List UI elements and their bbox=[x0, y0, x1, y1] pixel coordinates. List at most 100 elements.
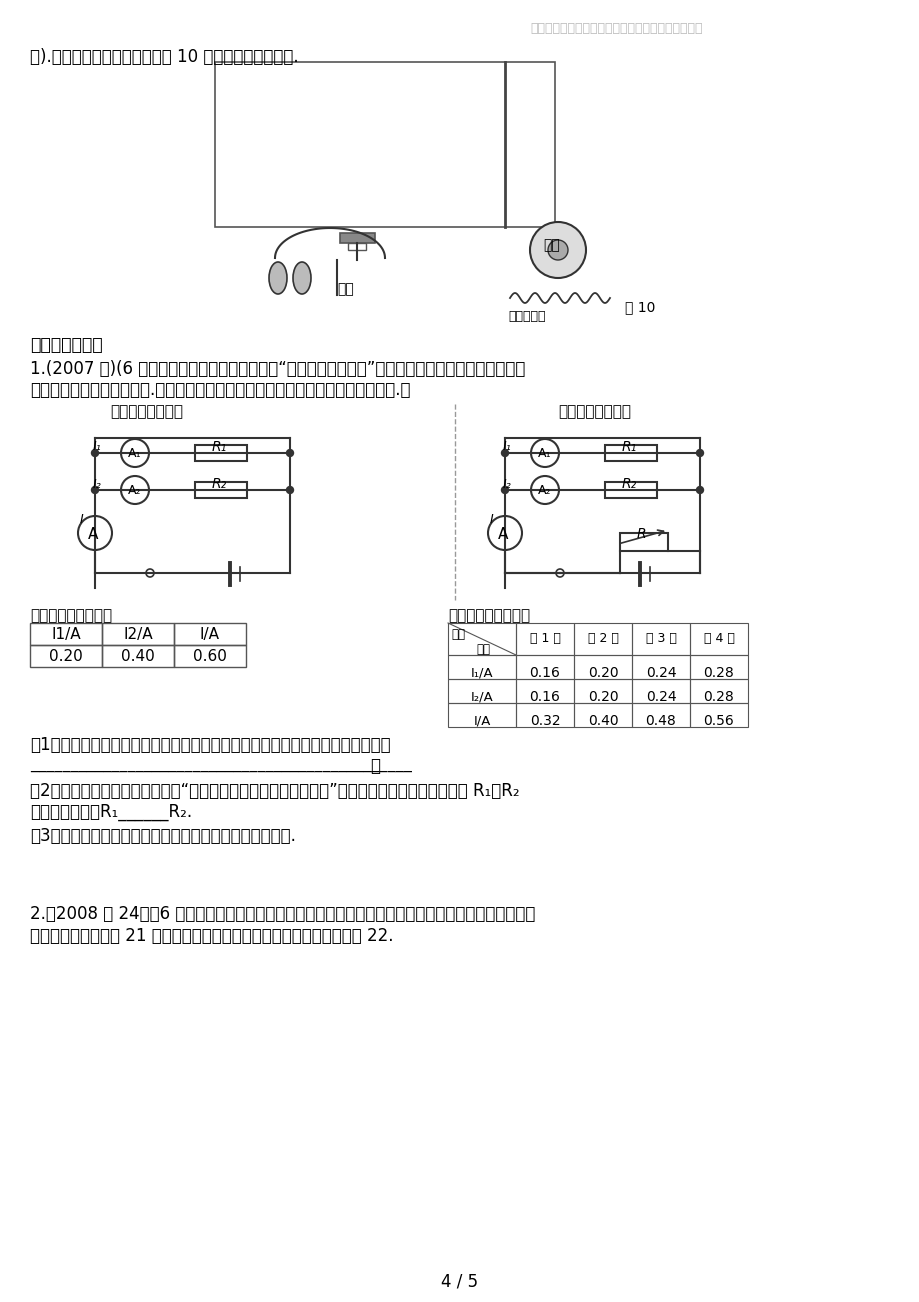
Circle shape bbox=[529, 223, 585, 279]
Circle shape bbox=[146, 569, 153, 577]
Text: 0.48: 0.48 bbox=[645, 713, 675, 728]
Text: 螺旋金属管: 螺旋金属管 bbox=[507, 310, 545, 323]
Text: 4 / 5: 4 / 5 bbox=[441, 1272, 478, 1290]
Text: A₁: A₁ bbox=[538, 447, 550, 460]
Text: （3）分别指出小芳、小明的实验设计各有哪些可改进之处.: （3）分别指出小芳、小明的实验设计各有哪些可改进之处. bbox=[30, 827, 296, 845]
Text: R₂: R₂ bbox=[211, 477, 227, 491]
Bar bbox=[689, 622, 747, 655]
Text: I: I bbox=[490, 513, 494, 526]
Text: 第 1 次: 第 1 次 bbox=[529, 631, 560, 644]
Bar bbox=[631, 680, 689, 703]
Text: 小明的实验数据记录: 小明的实验数据记录 bbox=[448, 608, 529, 622]
Bar bbox=[573, 680, 631, 703]
Text: 0.24: 0.24 bbox=[645, 690, 675, 704]
Circle shape bbox=[78, 516, 112, 549]
Text: 0.28: 0.28 bbox=[703, 667, 733, 680]
Circle shape bbox=[530, 477, 559, 504]
Bar bbox=[516, 703, 573, 727]
Bar bbox=[516, 655, 573, 680]
Text: 1.(2007 年)(6 分）小芳和小明分别设计了探究“并联电路电流规律”的实验，他们各自设计的实验电路: 1.(2007 年)(6 分）小芳和小明分别设计了探究“并联电路电流规律”的实验… bbox=[30, 359, 525, 378]
Text: 0.32: 0.32 bbox=[529, 713, 560, 728]
Ellipse shape bbox=[268, 262, 287, 294]
Circle shape bbox=[555, 569, 563, 577]
Bar bbox=[689, 655, 747, 680]
Text: 0.20: 0.20 bbox=[587, 667, 618, 680]
Circle shape bbox=[121, 439, 149, 467]
Text: A₂: A₂ bbox=[538, 484, 550, 497]
Text: 第 4 次: 第 4 次 bbox=[703, 631, 733, 644]
Circle shape bbox=[91, 449, 98, 457]
Circle shape bbox=[530, 439, 559, 467]
Text: 的大小关系是：R₁______R₂.: 的大小关系是：R₁______R₂. bbox=[30, 803, 192, 822]
Bar bbox=[516, 622, 573, 655]
Text: 小明的实验电路图: 小明的实验电路图 bbox=[558, 404, 630, 419]
Bar bbox=[448, 703, 516, 727]
Circle shape bbox=[121, 477, 149, 504]
Text: 0.20: 0.20 bbox=[49, 648, 83, 664]
Text: I₂: I₂ bbox=[93, 478, 102, 491]
Text: 鐵棒: 鐵棒 bbox=[336, 283, 354, 296]
Text: 三、实验探究题: 三、实验探究题 bbox=[30, 336, 103, 354]
Bar bbox=[605, 482, 656, 497]
Bar bbox=[516, 680, 573, 703]
Bar bbox=[174, 622, 245, 644]
Bar bbox=[30, 622, 102, 644]
Text: 电流: 电流 bbox=[475, 643, 490, 656]
Bar bbox=[573, 655, 631, 680]
Circle shape bbox=[501, 487, 508, 493]
Text: 0.24: 0.24 bbox=[645, 667, 675, 680]
Text: A₁: A₁ bbox=[128, 447, 142, 460]
Bar bbox=[102, 644, 174, 667]
Text: _______________________________________________: ________________________________________… bbox=[30, 756, 412, 772]
Text: I/A: I/A bbox=[472, 713, 490, 727]
Text: 第 2 次: 第 2 次 bbox=[587, 631, 618, 644]
Text: 示).并根据你猜想的电路图把图 10 中的实物图连接完整.: 示).并根据你猜想的电路图把图 10 中的实物图连接完整. bbox=[30, 48, 299, 66]
Circle shape bbox=[286, 449, 293, 457]
Text: R₁: R₁ bbox=[211, 440, 227, 454]
Text: 。: 。 bbox=[369, 756, 380, 775]
Text: A: A bbox=[88, 527, 98, 542]
Text: 0.28: 0.28 bbox=[703, 690, 733, 704]
Text: A: A bbox=[497, 527, 508, 542]
Text: R₂: R₂ bbox=[621, 477, 637, 491]
Text: R₁: R₁ bbox=[621, 440, 637, 454]
Bar bbox=[340, 233, 375, 243]
Text: 0.40: 0.40 bbox=[121, 648, 154, 664]
Text: I1/A: I1/A bbox=[51, 628, 81, 642]
Text: 小芳的实验数据记录: 小芳的实验数据记录 bbox=[30, 608, 112, 622]
Bar bbox=[30, 644, 102, 667]
Circle shape bbox=[501, 449, 508, 457]
Circle shape bbox=[548, 240, 567, 260]
Text: I/A: I/A bbox=[199, 628, 220, 642]
Text: 测次: 测次 bbox=[450, 628, 464, 641]
Bar bbox=[195, 482, 246, 497]
Bar bbox=[573, 622, 631, 655]
Text: A₂: A₂ bbox=[128, 484, 142, 497]
Text: 电铃: 电铃 bbox=[542, 238, 559, 253]
Bar bbox=[448, 655, 516, 680]
Bar bbox=[195, 445, 246, 461]
Text: I₁/A: I₁/A bbox=[471, 667, 493, 680]
Bar bbox=[347, 243, 366, 250]
Text: 第 3 次: 第 3 次 bbox=[645, 631, 675, 644]
Text: 0.40: 0.40 bbox=[587, 713, 618, 728]
Bar bbox=[573, 703, 631, 727]
Circle shape bbox=[487, 516, 521, 549]
Bar bbox=[689, 703, 747, 727]
Text: I₂: I₂ bbox=[503, 478, 511, 491]
Bar bbox=[631, 622, 689, 655]
Bar bbox=[631, 703, 689, 727]
Ellipse shape bbox=[292, 262, 311, 294]
Text: 0.16: 0.16 bbox=[529, 667, 560, 680]
Text: 0.20: 0.20 bbox=[587, 690, 618, 704]
Circle shape bbox=[91, 487, 98, 493]
Text: 2.（2008 年 24）（6 分）某同学希望通过比较电路中不同位置的电流表的读数来研究串联电路的电流规: 2.（2008 年 24）（6 分）某同学希望通过比较电路中不同位置的电流表的读… bbox=[30, 905, 535, 923]
Text: I₁: I₁ bbox=[93, 440, 102, 453]
Text: （1）从他们的实验数据可以看出并联电路干路电流与各支路电流之间的关系是：: （1）从他们的实验数据可以看出并联电路干路电流与各支路电流之间的关系是： bbox=[30, 736, 391, 754]
Bar bbox=[448, 622, 516, 655]
Text: 图 10: 图 10 bbox=[624, 299, 654, 314]
Circle shape bbox=[286, 487, 293, 493]
Bar bbox=[174, 644, 245, 667]
Text: I2/A: I2/A bbox=[123, 628, 153, 642]
Text: （2）小明根据他的实验数据断定“并联电路各支路的电流一定相等”，这是因为他选用的两个电阔 R₁、R₂: （2）小明根据他的实验数据断定“并联电路各支路的电流一定相等”，这是因为他选用的… bbox=[30, 783, 519, 799]
